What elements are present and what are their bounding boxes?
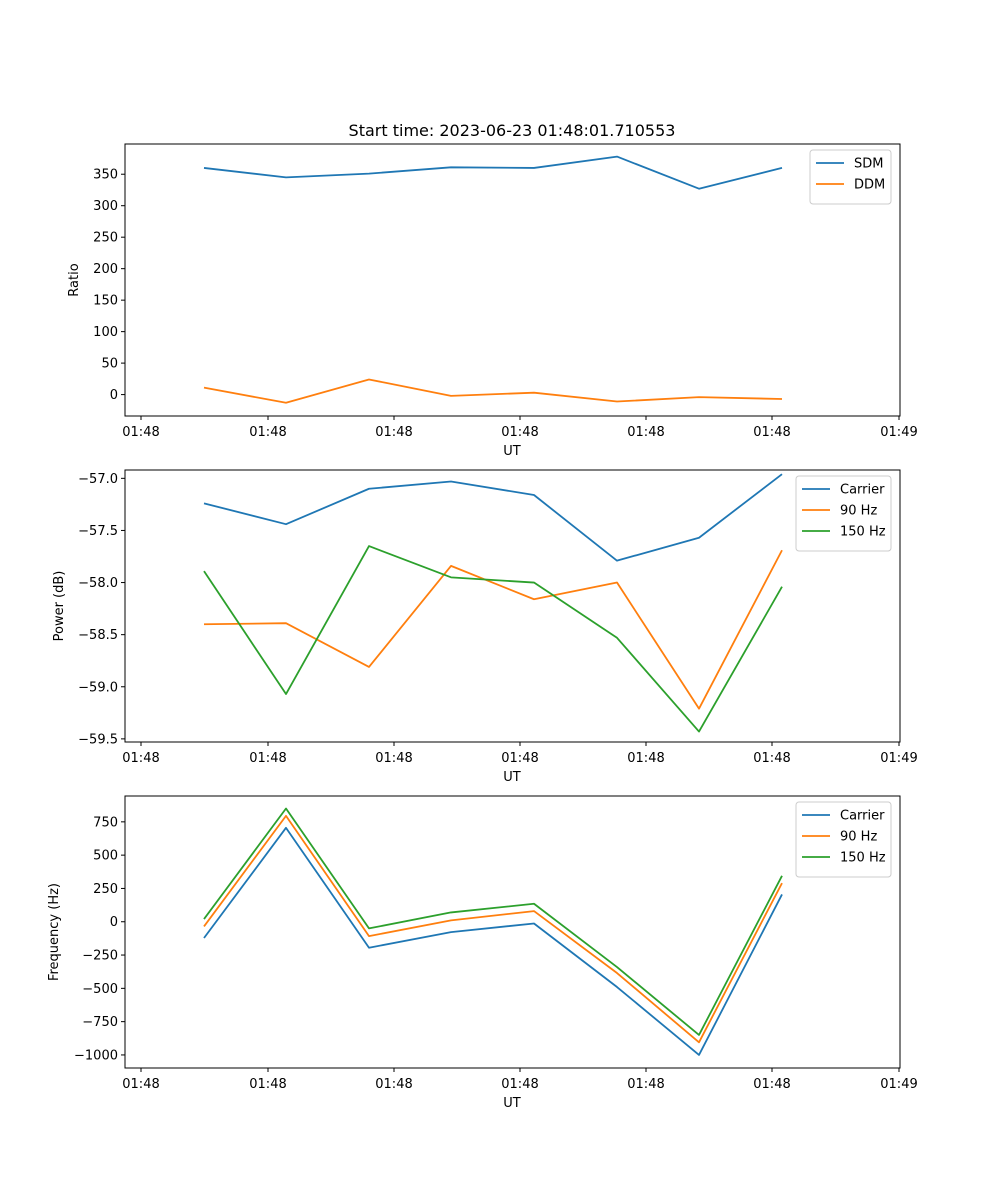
x-tick-label: 01:49 xyxy=(880,751,917,766)
y-axis-label: Frequency (Hz) xyxy=(47,883,62,981)
subplot-1: 01:48 01:48 01:48 01:48 01:48 01:48 01:49 0 50 10… xyxy=(67,143,918,459)
y-tick-label: 0 xyxy=(110,915,118,930)
x-axis-label: UT xyxy=(503,444,521,459)
legend-box xyxy=(795,475,892,552)
y-tick-label: −59.0 xyxy=(78,680,118,695)
subplots: 01:48 01:48 01:48 01:48 01:48 01:48 01:49 0 50 10… xyxy=(47,143,918,1111)
y-tick-label: −57.0 xyxy=(78,472,118,487)
y-tick-label: 750 xyxy=(93,815,118,830)
x-tick-label: 01:48 xyxy=(122,751,159,766)
y-tick-label: −1000 xyxy=(74,1048,118,1063)
x-axis-label: UT xyxy=(503,770,521,785)
y-tick-label: 350 xyxy=(93,168,118,183)
y-tick-label: −57.5 xyxy=(78,524,118,539)
subplot-3: 01:48 01:48 01:48 01:48 01:48 01:48 01:49 −1000… xyxy=(47,795,918,1111)
x-tick-label: 01:48 xyxy=(249,425,286,440)
y-tick-label: −500 xyxy=(82,982,118,997)
y-tick-label: 0 xyxy=(110,388,118,403)
x-tick-label: 01:48 xyxy=(375,751,412,766)
y-tick-label: 500 xyxy=(93,849,118,864)
legend-entry: Carrier xyxy=(840,483,885,498)
x-tick-label: 01:48 xyxy=(627,751,664,766)
x-tick-label: 01:48 xyxy=(753,751,790,766)
y-tick-label: 100 xyxy=(93,325,118,340)
legend-entry: SDM xyxy=(854,157,883,172)
y-tick-label: 250 xyxy=(93,231,118,246)
series-line-carrier xyxy=(203,826,783,1056)
y-axis-label: Ratio xyxy=(67,263,82,296)
x-tick-label: 01:48 xyxy=(753,425,790,440)
y-tick-label: 200 xyxy=(93,262,118,277)
x-tick-label: 01:48 xyxy=(122,425,159,440)
x-tick-label: 01:48 xyxy=(501,1077,538,1092)
subplot-2: 01:48 01:48 01:48 01:48 01:48 01:48 01:49 −59.5… xyxy=(52,469,918,785)
x-tick-label: 01:49 xyxy=(880,425,917,440)
plot-frame xyxy=(124,469,901,743)
legend-box xyxy=(795,801,892,878)
series-line-sdm xyxy=(203,155,783,190)
x-tick-label: 01:49 xyxy=(880,1077,917,1092)
y-tick-label: −750 xyxy=(82,1015,118,1030)
series-line-90-hz xyxy=(203,814,783,1044)
y-tick-label: −250 xyxy=(82,949,118,964)
x-axis-label: UT xyxy=(503,1096,521,1111)
figure-title: Start time: 2023-06-23 01:48:01.710553 xyxy=(349,121,676,140)
legend-entry: 90 Hz xyxy=(840,504,877,519)
y-tick-label: −58.5 xyxy=(78,628,118,643)
legend-entry: Carrier xyxy=(840,809,885,824)
series-line-150-hz xyxy=(203,807,783,1036)
series-line-ddm xyxy=(203,378,783,404)
legend-entry: 150 Hz xyxy=(840,525,886,540)
legend: Carrier 90 Hz 150 Hz xyxy=(795,475,892,552)
legend: Carrier 90 Hz 150 Hz xyxy=(795,801,892,878)
x-tick-label: 01:48 xyxy=(249,1077,286,1092)
y-tick-label: −59.5 xyxy=(78,732,118,747)
x-tick-label: 01:48 xyxy=(753,1077,790,1092)
x-tick-label: 01:48 xyxy=(249,751,286,766)
x-tick-label: 01:48 xyxy=(501,425,538,440)
plot-frame xyxy=(124,143,901,417)
x-tick-label: 01:48 xyxy=(122,1077,159,1092)
series-line-90-hz xyxy=(203,549,783,710)
y-tick-label: 50 xyxy=(101,357,118,372)
y-tick-label: 300 xyxy=(93,199,118,214)
legend-entry: DDM xyxy=(854,178,885,193)
legend: SDM DDM xyxy=(809,149,892,205)
series-line-150-hz xyxy=(203,545,783,733)
plot-frame xyxy=(124,795,901,1069)
x-tick-label: 01:48 xyxy=(501,751,538,766)
x-tick-label: 01:48 xyxy=(375,1077,412,1092)
legend-entry: 90 Hz xyxy=(840,830,877,845)
y-tick-label: 250 xyxy=(93,882,118,897)
legend-entry: 150 Hz xyxy=(840,851,886,866)
x-tick-label: 01:48 xyxy=(627,425,664,440)
y-tick-label: 150 xyxy=(93,294,118,309)
x-tick-label: 01:48 xyxy=(627,1077,664,1092)
series-line-carrier xyxy=(203,473,783,562)
y-axis-label: Power (dB) xyxy=(52,571,67,642)
y-tick-label: −58.0 xyxy=(78,576,118,591)
x-tick-label: 01:48 xyxy=(375,425,412,440)
